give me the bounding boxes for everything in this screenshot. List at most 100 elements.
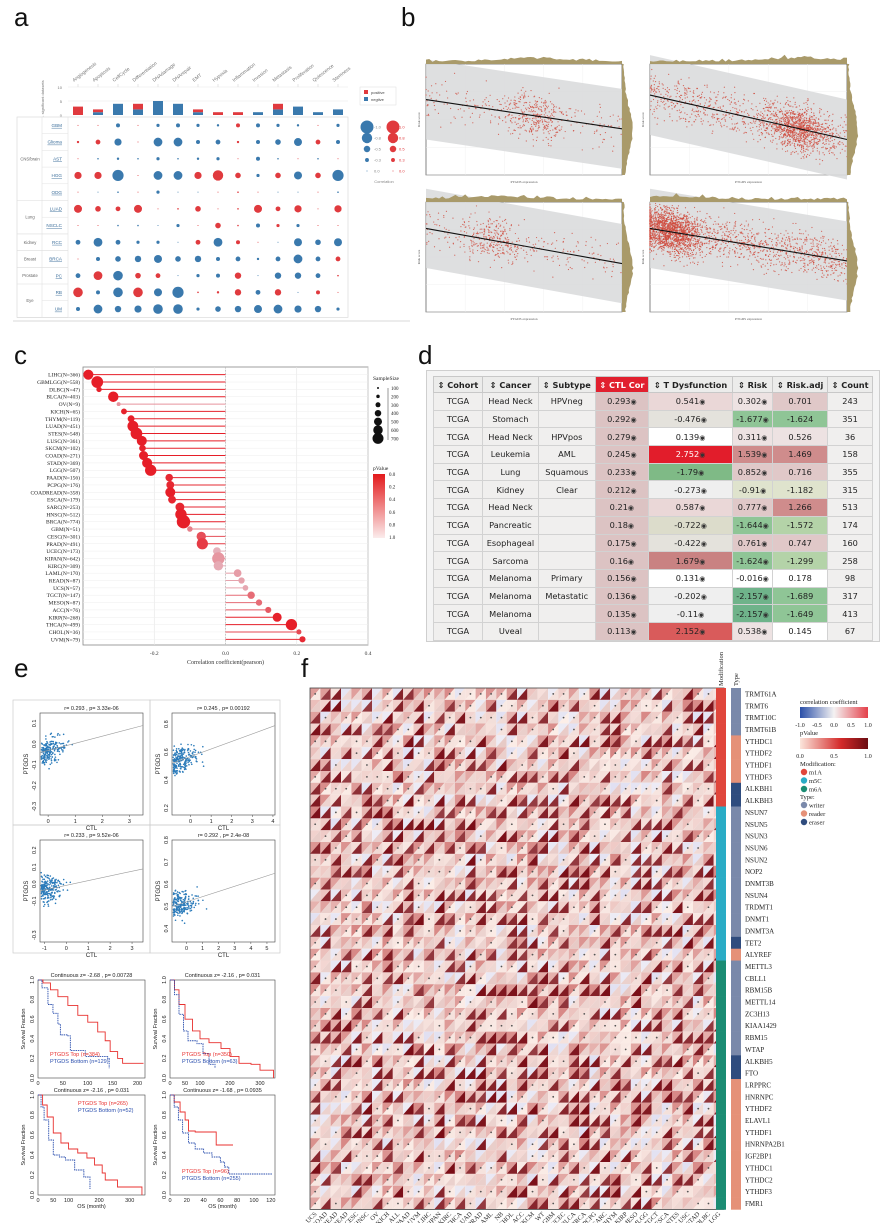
data-point: [706, 231, 708, 233]
data-point: [685, 88, 687, 90]
data-point: [814, 136, 816, 138]
data-point: [658, 233, 661, 235]
data-point: [665, 207, 667, 209]
data-point: [801, 259, 803, 261]
data-point: [816, 147, 818, 149]
data-point: [532, 139, 534, 141]
data-point: [677, 250, 679, 252]
data-point: [758, 134, 760, 136]
data-point: [775, 244, 777, 246]
data-point: [487, 223, 490, 225]
data-point: [548, 116, 550, 118]
data-point: [544, 109, 546, 111]
data-point: [534, 123, 536, 126]
data-point: [801, 148, 803, 150]
data-point: [665, 236, 667, 238]
data-point: [476, 231, 479, 233]
data-point: [662, 101, 664, 104]
data-point: [808, 252, 810, 254]
data-point: [499, 216, 501, 218]
data-point: [745, 109, 747, 111]
data-point: [509, 229, 511, 231]
data-point: [654, 81, 657, 83]
data-point: [695, 119, 697, 121]
data-point: [807, 106, 809, 108]
data-point: [789, 100, 791, 103]
data-point: [828, 116, 830, 118]
data-point: [504, 230, 506, 232]
correlation-bubble: [315, 172, 321, 179]
data-point: [752, 219, 754, 221]
data-point: [829, 258, 831, 260]
data-point: [779, 126, 781, 128]
data-point: [555, 128, 557, 130]
data-point: [770, 106, 772, 108]
data-point: [832, 132, 834, 135]
data-point: [810, 145, 812, 147]
correlation-bubble: [155, 273, 161, 279]
data-point: [532, 145, 534, 147]
data-point: [575, 109, 577, 111]
data-point: [678, 244, 680, 247]
data-point: [846, 258, 848, 260]
data-point: [834, 248, 837, 250]
data-point: [747, 123, 749, 125]
data-point: [527, 95, 530, 97]
data-point: [531, 133, 534, 135]
data-point: [669, 234, 671, 236]
data-point: [765, 272, 768, 274]
data-point: [593, 252, 595, 254]
data-point: [747, 248, 749, 250]
data-point: [779, 121, 781, 124]
data-point: [799, 131, 801, 133]
data-point: [767, 255, 770, 257]
data-point: [796, 247, 798, 249]
data-point: [475, 235, 477, 237]
data-point: [721, 109, 723, 111]
data-point: [787, 140, 789, 142]
data-point: [737, 234, 740, 236]
data-point: [496, 236, 498, 238]
data-point: [719, 122, 722, 124]
data-point: [787, 263, 790, 265]
data-point: [491, 237, 493, 239]
correlation-bubble: [275, 206, 281, 212]
data-point: [733, 225, 735, 227]
data-point: [743, 98, 745, 100]
data-point: [543, 132, 545, 134]
data-point: [544, 120, 546, 122]
data-point: [811, 138, 813, 141]
data-point: [824, 119, 826, 121]
data-point: [792, 127, 794, 130]
data-point: [793, 115, 796, 118]
data-point: [772, 135, 774, 137]
data-point: [700, 219, 703, 221]
data-point: [717, 94, 719, 96]
data-point: [685, 118, 687, 121]
correlation-bubble: [97, 157, 99, 160]
data-point: [770, 107, 772, 109]
data-point: [491, 241, 493, 243]
data-point: [496, 232, 498, 234]
data-point: [536, 136, 538, 138]
data-point: [536, 130, 539, 132]
data-point: [722, 97, 724, 99]
correlation-bubble: [137, 141, 139, 143]
data-point: [793, 137, 795, 139]
data-point: [436, 92, 438, 94]
correlation-bubble: [216, 273, 220, 278]
data-point: [499, 103, 501, 105]
data-point: [746, 245, 749, 247]
data-point: [794, 121, 796, 123]
data-point: [771, 119, 774, 121]
data-point: [550, 109, 553, 111]
data-point: [475, 205, 478, 207]
data-point: [652, 90, 655, 93]
data-point: [720, 118, 723, 120]
data-point: [659, 228, 661, 230]
data-point: [799, 115, 801, 118]
data-point: [747, 258, 749, 260]
data-point: [807, 108, 809, 111]
data-point: [481, 250, 483, 252]
data-point: [793, 143, 795, 145]
